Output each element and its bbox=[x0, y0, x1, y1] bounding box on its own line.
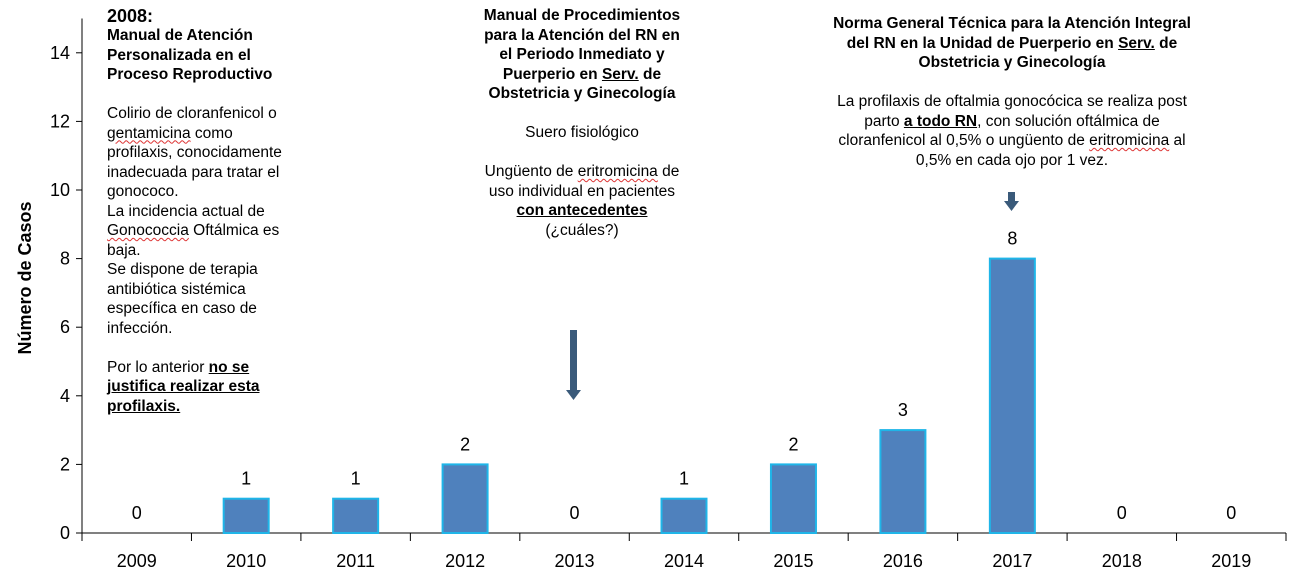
data-label-2018: 0 bbox=[1117, 503, 1127, 523]
data-labels: 0 1 1 2 0 1 2 3 8 0 0 bbox=[132, 229, 1237, 523]
annotation-2013-title: Manual de Procedimientos para la Atenció… bbox=[483, 7, 681, 102]
annotation-2008-p4: Por lo anterior no se justifica realizar… bbox=[107, 358, 260, 415]
annotation-2017: Norma General Técnica para la Atención I… bbox=[832, 14, 1192, 170]
data-label-2015: 2 bbox=[788, 434, 798, 454]
data-label-2017: 8 bbox=[1007, 229, 1017, 249]
annotation-2013-line2: Ungüento de eritromicina de uso individu… bbox=[484, 163, 680, 239]
x-tick-label-2009: 2009 bbox=[117, 551, 157, 571]
bar-2012 bbox=[441, 463, 489, 534]
x-tick-label-2010: 2010 bbox=[226, 551, 266, 571]
x-tick-label-2011: 2011 bbox=[336, 551, 375, 571]
bar-2015 bbox=[769, 463, 817, 534]
arrow-2013 bbox=[566, 330, 581, 400]
y-tick-label: 8 bbox=[60, 249, 70, 269]
data-label-2016: 3 bbox=[898, 400, 908, 420]
annotation-2017-title: Norma General Técnica para la Atención I… bbox=[833, 15, 1191, 71]
annotation-2008-year: 2008: bbox=[107, 6, 154, 26]
annotation-2017-p: La profilaxis de oftalmia gonocócica se … bbox=[837, 93, 1187, 169]
data-label-2012: 2 bbox=[460, 434, 470, 454]
x-tick-label-2013: 2013 bbox=[555, 551, 595, 571]
data-label-2011: 1 bbox=[351, 469, 361, 489]
x-tick-label-2015: 2015 bbox=[773, 551, 813, 571]
x-axis: 2009 2010 2011 2012 2013 2014 2015 2016 2017 2018… bbox=[81, 532, 1287, 571]
x-tick-label-2019: 2019 bbox=[1211, 551, 1251, 571]
annotation-2008: 2008: Manual de Atención Personalizada e… bbox=[107, 6, 302, 416]
x-tick-label-2012: 2012 bbox=[445, 551, 485, 571]
arrow-2017 bbox=[1004, 192, 1019, 211]
x-tick-label-2014: 2014 bbox=[664, 551, 704, 571]
y-tick-label: 12 bbox=[50, 111, 70, 131]
bar-2014 bbox=[660, 497, 708, 535]
bar-2011 bbox=[332, 497, 380, 535]
y-tick-label: 4 bbox=[60, 386, 70, 406]
data-label-2014: 1 bbox=[679, 469, 689, 489]
y-axis: 0 2 4 6 8 10 12 14 bbox=[50, 18, 83, 543]
data-label-2013: 0 bbox=[570, 503, 580, 523]
annotation-2013-line1: Suero fisiológico bbox=[525, 124, 639, 141]
bar-2016 bbox=[879, 429, 927, 535]
y-tick-label: 10 bbox=[50, 180, 70, 200]
annotation-2008-p3: Se dispone de terapia antibiótica sistém… bbox=[107, 261, 258, 337]
bar-2017 bbox=[988, 257, 1036, 534]
x-tick-label-2018: 2018 bbox=[1102, 551, 1142, 571]
annotation-2008-p1: Colirio de cloranfenicol o gentamicina c… bbox=[107, 105, 282, 200]
y-tick-label: 14 bbox=[50, 43, 70, 63]
y-tick-label: 2 bbox=[60, 454, 70, 474]
x-tick-label-2016: 2016 bbox=[883, 551, 923, 571]
bar-2010 bbox=[222, 497, 270, 535]
y-axis-title: Número de Casos bbox=[15, 201, 35, 354]
bars bbox=[222, 257, 1036, 535]
annotation-2008-p2: La incidencia actual de Gonococcia Oftál… bbox=[107, 202, 280, 259]
data-label-2019: 0 bbox=[1226, 503, 1236, 523]
data-label-2009: 0 bbox=[132, 503, 142, 523]
y-tick-label: 6 bbox=[60, 317, 70, 337]
x-tick-label-2017: 2017 bbox=[992, 551, 1032, 571]
y-tick-label: 0 bbox=[60, 523, 70, 543]
annotation-2008-title: Manual de Atención Personalizada en el P… bbox=[107, 27, 273, 83]
data-label-2010: 1 bbox=[241, 469, 251, 489]
annotation-2013: Manual de Procedimientos para la Atenció… bbox=[482, 6, 682, 240]
